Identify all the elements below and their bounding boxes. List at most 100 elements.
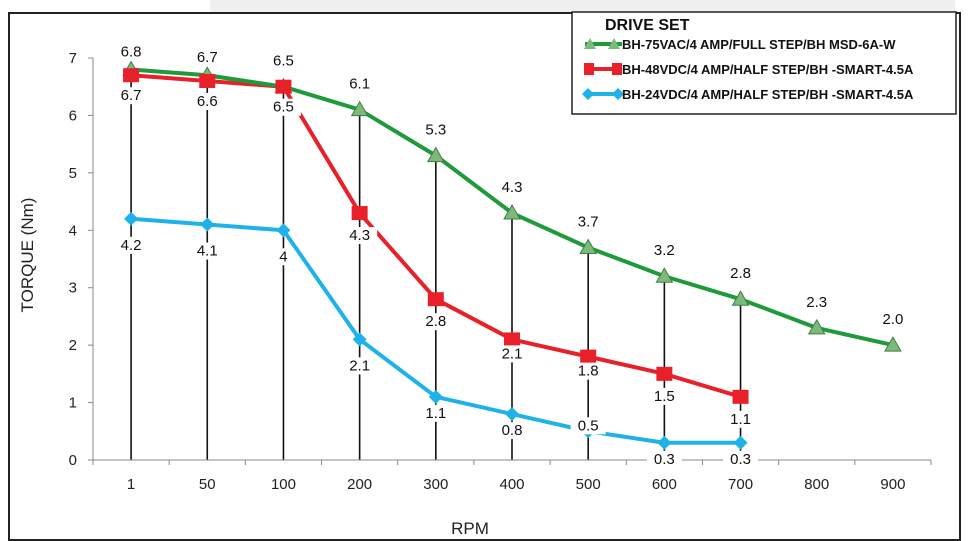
data-label-bg: [342, 227, 378, 245]
data-point: [427, 292, 444, 307]
data-label-bg: [342, 357, 378, 375]
y-tick-label: 1: [69, 395, 77, 412]
legend: DRIVE SET BH-75VAC/4 AMP/FULL STEP/BH MS…: [571, 11, 957, 115]
y-tick-label: 0: [69, 452, 77, 469]
data-point: [123, 68, 140, 83]
data-label: 6.6: [197, 93, 218, 110]
data-label-bg: [875, 311, 911, 329]
top-strip-shade: [210, 0, 955, 13]
data-point: [503, 204, 521, 220]
data-label: 2.8: [425, 313, 446, 330]
legend-entry-label: BH-48VDC/4 AMP/HALF STEP/BH -SMART-4.5A: [622, 62, 914, 77]
data-label: 4.3: [349, 227, 370, 244]
data-point: [200, 217, 215, 232]
data-label: 6.7: [121, 87, 142, 104]
y-tick-label: 7: [69, 50, 77, 67]
data-label-bg: [265, 98, 301, 116]
data-label-bg: [265, 52, 301, 70]
data-label-bg: [418, 404, 454, 422]
legend-box: [571, 11, 957, 115]
data-point: [352, 332, 367, 347]
y-tick-label: 6: [69, 107, 77, 124]
data-label-bg: [570, 417, 606, 435]
data-point: [580, 349, 597, 364]
x-tick-label: 200: [347, 476, 372, 493]
legend-entries: BH-75VAC/4 AMP/FULL STEP/BH MSD-6A-W BH-4…: [582, 37, 914, 102]
data-label-bg: [494, 345, 530, 363]
legend-marker: [584, 63, 594, 75]
data-label-bg: [494, 179, 530, 197]
data-label: 0.3: [654, 451, 675, 468]
data-label-bg: [113, 236, 149, 254]
data-label: 6.1: [349, 76, 370, 93]
data-label: 2.1: [502, 345, 523, 362]
data-label-bg: [799, 293, 835, 311]
data-label-bg: [646, 242, 682, 260]
data-point: [657, 435, 672, 450]
data-label: 0.8: [502, 422, 523, 439]
data-label: 2.3: [806, 294, 827, 311]
data-label: 1.8: [578, 363, 599, 380]
data-label: 4: [279, 248, 287, 265]
data-label: 1.1: [425, 405, 446, 422]
legend-marker: [584, 38, 596, 49]
data-label: 1.5: [654, 388, 675, 405]
data-label: 2.1: [349, 357, 370, 374]
x-tick-label: 300: [423, 476, 448, 493]
data-label: 4.3: [502, 179, 523, 196]
y-tick-label: 4: [69, 222, 77, 239]
data-label-bg: [646, 387, 682, 405]
x-axis-title: RPM: [451, 519, 489, 538]
data-label: 2.0: [882, 311, 903, 328]
data-point: [579, 238, 598, 255]
x-tick-label: 50: [199, 476, 216, 493]
data-label: 0.3: [730, 451, 751, 468]
data-point: [733, 435, 748, 450]
data-label-bg: [723, 450, 759, 468]
x-tick-label: 700: [728, 476, 753, 493]
data-label-bg: [494, 422, 530, 440]
data-label: 4.2: [121, 237, 142, 254]
data-label-bg: [646, 450, 682, 468]
legend-entry-label: BH-75VAC/4 AMP/FULL STEP/BH MSD-6A-W: [622, 37, 896, 52]
data-point: [655, 267, 674, 283]
data-point: [884, 336, 902, 352]
data-point: [656, 366, 673, 381]
legend-title: DRIVE SET: [605, 17, 690, 34]
data-point: [732, 389, 749, 404]
y-axis-title: TORQUE (Nm): [18, 198, 37, 313]
x-tick-label: 1: [127, 476, 135, 493]
data-point: [276, 223, 291, 238]
data-label-bg: [113, 87, 149, 105]
data-label: 2.8: [730, 265, 751, 282]
data-point: [426, 146, 445, 163]
data-label: 6.5: [273, 99, 294, 116]
data-label: 3.2: [654, 242, 675, 259]
y-tick-label: 3: [69, 280, 77, 297]
data-label: 4.1: [197, 243, 218, 260]
data-point: [807, 318, 826, 335]
data-point: [731, 290, 750, 306]
data-label-bg: [113, 43, 149, 61]
chart-border: [8, 12, 961, 541]
legend-marker: [582, 88, 594, 100]
data-label-bg: [189, 242, 225, 260]
data-label: 5.3: [425, 122, 446, 139]
x-tick-label: 100: [271, 476, 296, 493]
data-label-bg: [189, 49, 225, 67]
y-tick-label: 5: [69, 165, 77, 182]
data-point: [350, 100, 369, 117]
data-label: 1.1: [730, 411, 751, 428]
x-tick-label: 400: [499, 476, 524, 493]
y-tick-label: 2: [69, 337, 77, 354]
data-label-bg: [570, 362, 606, 380]
plot-area: 0 1 2 3 4 5 6 7 1 50 100 200 300 400 500 600 700 800 900 6.…: [69, 43, 932, 493]
data-label-bg: [723, 265, 759, 283]
data-label: 6.8: [121, 43, 142, 60]
legend-entry-label: BH-24VDC/4 AMP/HALF STEP/BH -SMART-4.5A: [622, 87, 914, 102]
data-label-bg: [189, 92, 225, 110]
legend-marker: [612, 63, 622, 75]
data-point: [199, 73, 216, 88]
x-tick-label: 800: [804, 476, 829, 493]
